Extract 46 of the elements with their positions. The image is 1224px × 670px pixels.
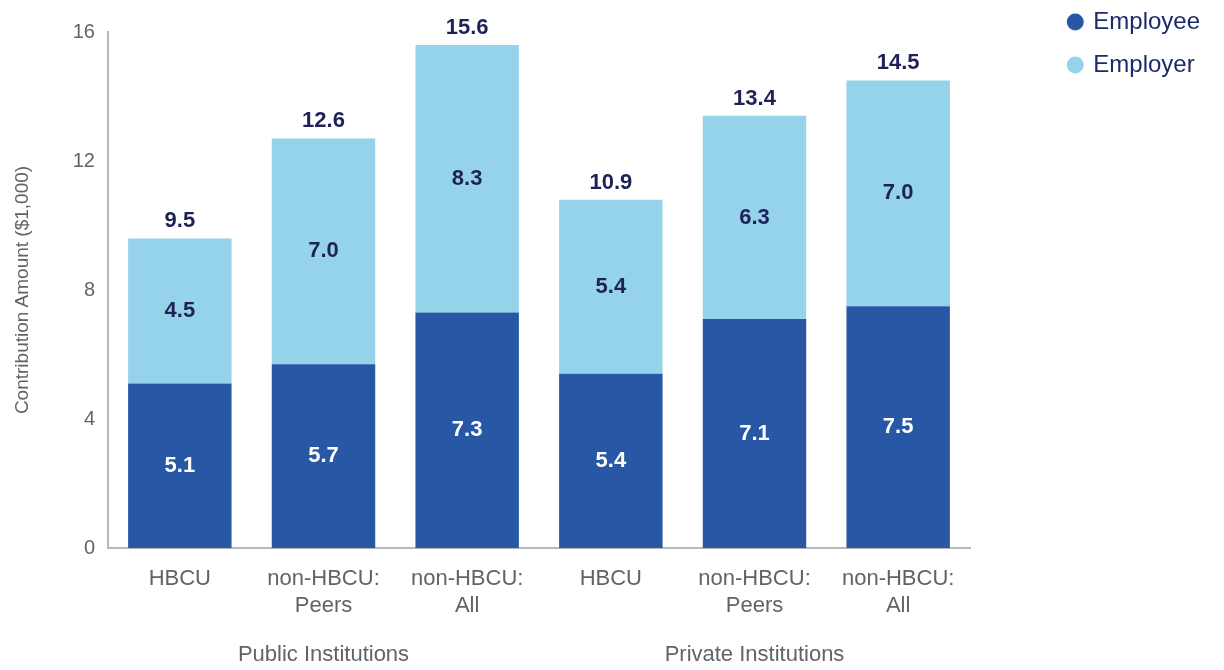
total-label: 10.9 xyxy=(589,168,633,194)
bar xyxy=(559,373,663,548)
data-label: 7.3 xyxy=(451,416,483,442)
bar xyxy=(415,44,519,313)
data-label: 7.0 xyxy=(882,179,914,205)
y-axis-title: Contribution Amount ($1,000) xyxy=(10,165,32,415)
bar xyxy=(559,199,663,374)
data-label: 8.3 xyxy=(451,164,483,190)
bar xyxy=(846,80,950,307)
total-label: 12.6 xyxy=(302,107,345,133)
data-label: 4.5 xyxy=(164,297,196,323)
bar xyxy=(846,306,950,548)
data-label: 5.4 xyxy=(595,446,627,472)
bar xyxy=(702,319,807,548)
total-label: 9.5 xyxy=(164,207,196,233)
text: Public Institutions xyxy=(237,641,410,667)
y-tick-label: 0 xyxy=(83,535,95,558)
data-label: 7.0 xyxy=(308,237,339,263)
x-tick-label: HBCU xyxy=(579,565,643,591)
y-tick-label: 8 xyxy=(83,277,95,300)
x-tick-label: HBCU xyxy=(148,565,212,591)
total-label: 13.4 xyxy=(733,84,777,110)
x-tick-label: non-HBCU: All xyxy=(410,565,524,617)
y-tick-label: 4 xyxy=(83,406,95,429)
bar xyxy=(128,238,232,384)
data-label: 5.1 xyxy=(164,451,196,477)
x-tick-label: non-HBCU: Peers xyxy=(267,565,380,617)
data-label: 7.1 xyxy=(739,419,770,445)
legend-label: Employer xyxy=(1093,49,1195,77)
data-label: 6.3 xyxy=(739,203,770,229)
data-label: 5.7 xyxy=(308,442,339,468)
data-label: 7.5 xyxy=(882,413,914,439)
x-tick-label: non-HBCU: All xyxy=(841,565,955,617)
bar xyxy=(128,383,232,548)
bar xyxy=(702,115,807,320)
bar xyxy=(271,364,376,548)
bar xyxy=(415,312,519,548)
total-label: 15.6 xyxy=(445,13,489,39)
data-label: 5.4 xyxy=(595,272,627,298)
y-tick-label: 16 xyxy=(72,19,95,42)
bar xyxy=(271,138,376,365)
x-tick-label: non-HBCU: Peers xyxy=(698,565,811,617)
y-tick-label: 12 xyxy=(72,148,95,171)
text: Private Institutions xyxy=(664,641,845,667)
total-label: 14.5 xyxy=(876,49,920,75)
legend-label: Employee xyxy=(1093,6,1201,34)
